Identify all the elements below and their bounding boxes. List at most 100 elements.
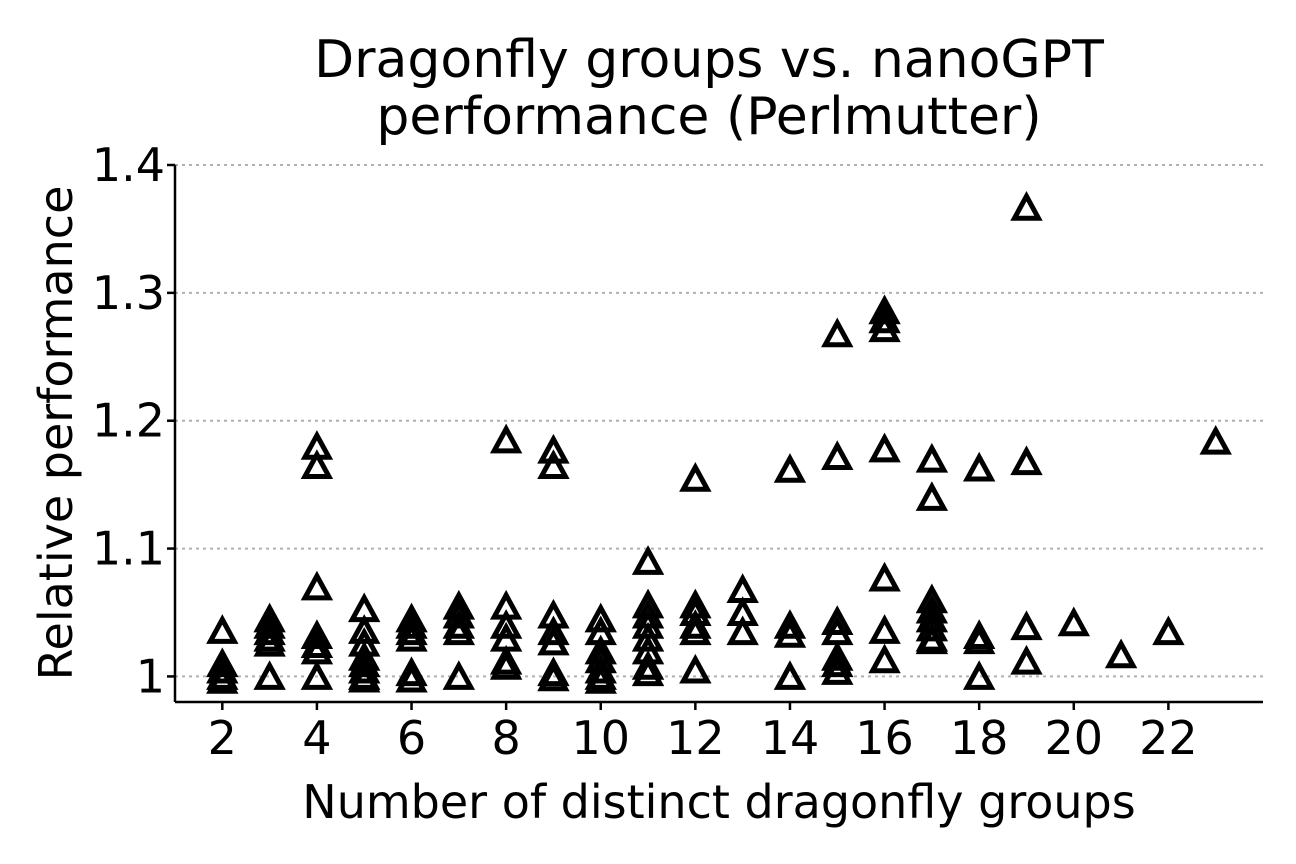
data-point-triangle	[1010, 190, 1043, 221]
y-axis-label: Relative performance	[29, 186, 83, 681]
data-point-triangle	[821, 647, 854, 678]
x-axis-label: Number of distinct dragonfly groups	[302, 775, 1135, 829]
data-point-triangle	[1057, 606, 1090, 637]
data-point-triangle	[395, 609, 428, 639]
data-point-triangle	[962, 624, 996, 655]
x-tick-label: 22	[1139, 711, 1198, 765]
data-point-triangle	[584, 664, 617, 694]
y-tick-label: 1.2	[92, 394, 165, 448]
data-point-triangle	[537, 625, 570, 656]
data-point-triangle	[442, 660, 476, 690]
data-point-triangle	[537, 615, 570, 646]
y-tick-label: 1	[136, 649, 165, 703]
y-tick-label: 1.4	[92, 138, 165, 192]
data-point-triangle	[1199, 424, 1232, 455]
data-point-triangle	[395, 621, 428, 652]
data-point-triangle	[206, 614, 239, 644]
data-point-triangle	[868, 303, 901, 334]
chart-title-line: Dragonfly groups vs. nanoGPT	[314, 30, 1104, 90]
data-point-triangle	[631, 656, 665, 687]
data-point-triangle	[300, 628, 334, 658]
data-point-triangle	[821, 655, 854, 685]
data-point-triangle	[962, 451, 996, 482]
data-point-triangle	[773, 609, 807, 639]
data-point-triangle	[868, 643, 901, 674]
data-point-triangle	[442, 615, 476, 646]
data-point-triangle	[821, 440, 854, 471]
data-point-triangle	[821, 605, 854, 635]
data-point-triangle	[821, 641, 854, 671]
chart-title-line: performance (Perlmutter)	[376, 87, 1041, 147]
data-point-triangle	[489, 609, 523, 639]
data-point-triangle	[1152, 615, 1185, 646]
data-point-triangle	[915, 624, 949, 655]
data-point-triangle	[868, 312, 901, 343]
y-tick-label: 1.1	[92, 522, 165, 576]
data-point-triangle	[395, 656, 428, 687]
data-point-triangle	[489, 423, 523, 454]
data-point-triangle	[300, 570, 334, 601]
data-point-triangle	[395, 615, 428, 646]
data-point-triangle	[206, 653, 239, 684]
y-tick-label: 1.3	[92, 266, 165, 320]
data-point-triangle	[537, 433, 570, 464]
data-point-triangle	[348, 647, 381, 678]
data-point-triangle	[537, 661, 570, 692]
data-point-triangle	[442, 598, 476, 629]
data-point-triangle	[253, 660, 286, 690]
data-point-triangle	[773, 453, 807, 483]
data-point-triangle	[300, 660, 334, 690]
data-point-triangle	[679, 462, 712, 492]
data-point-triangle	[821, 317, 854, 348]
data-point-triangle	[868, 614, 901, 644]
data-point-triangle	[348, 653, 381, 684]
data-point-triangle	[773, 618, 807, 648]
x-tick-label: 16	[855, 711, 914, 765]
data-point-triangle	[631, 545, 665, 575]
x-tick-label: 12	[666, 711, 725, 765]
grid-lines	[175, 164, 1263, 678]
x-tick-label: 4	[302, 711, 331, 765]
data-point-triangle	[915, 611, 949, 642]
data-point-triangle	[773, 660, 807, 690]
data-point-triangle	[537, 449, 570, 479]
data-point-triangle	[631, 649, 665, 680]
data-point-triangle	[395, 662, 428, 693]
x-tick-label: 14	[761, 711, 820, 765]
data-point-triangle	[726, 615, 759, 646]
data-point-triangle	[584, 602, 617, 633]
data-point-triangle	[300, 619, 334, 650]
data-point-triangle	[584, 653, 617, 684]
data-point-triangle	[679, 615, 712, 646]
data-point-triangle	[253, 626, 286, 657]
data-point-triangle	[1010, 610, 1043, 641]
data-point-triangle	[631, 621, 665, 652]
data-point-triangle	[915, 481, 949, 511]
axes	[167, 163, 1263, 710]
data-point-triangle	[300, 449, 334, 479]
data-point-triangle	[489, 649, 523, 680]
x-tick-label: 18	[950, 711, 1009, 765]
data-point-triangle	[442, 609, 476, 639]
x-tick-label: 6	[397, 711, 426, 765]
data-points	[206, 190, 1232, 694]
data-point-triangle	[206, 664, 239, 694]
x-tick-label: 8	[491, 711, 520, 765]
x-tick-label: 10	[571, 711, 630, 765]
data-point-triangle	[868, 561, 901, 592]
x-tick-label: 20	[1045, 711, 1104, 765]
chart-text: 1 1.1 1.2 1.3 1.4 2 4 6 8 10 12 14 16 18 20 22 Dragonfly…	[29, 30, 1198, 829]
data-point-triangle	[348, 662, 381, 693]
data-point-triangle	[868, 432, 901, 463]
data-point-triangle	[962, 660, 996, 690]
data-point-triangle	[1010, 644, 1043, 675]
x-tick-label: 2	[208, 711, 237, 765]
data-point-triangle	[206, 647, 239, 678]
data-point-triangle	[253, 615, 286, 646]
data-point-triangle	[679, 609, 712, 639]
data-point-triangle	[1010, 445, 1043, 476]
data-point-triangle	[679, 653, 712, 684]
data-point-triangle	[1104, 638, 1138, 669]
data-point-triangle	[915, 442, 949, 473]
